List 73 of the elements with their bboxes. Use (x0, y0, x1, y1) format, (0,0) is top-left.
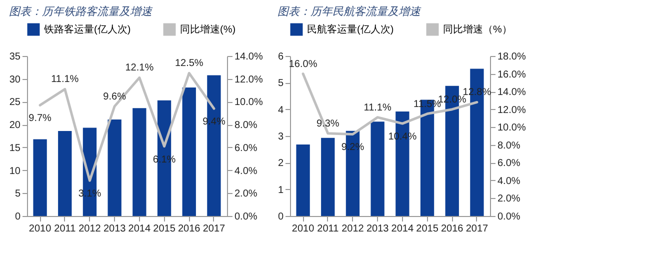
y-tick-label: 0 (14, 212, 21, 222)
bar (58, 130, 72, 216)
y-tick-label: 20 (9, 120, 21, 132)
data-label: 11.1% (51, 74, 79, 86)
x-tick-label: 2010 (28, 224, 52, 234)
bar (33, 139, 47, 216)
y-tick-label: 1 (278, 184, 284, 196)
bar (321, 138, 335, 216)
x-tick-label: 2012 (78, 224, 102, 234)
data-label: 10.4% (388, 132, 417, 143)
x-tick-label: 2015 (416, 224, 439, 234)
y2-tick-label: 18.0% (498, 52, 526, 62)
data-label: 11.1% (364, 102, 392, 114)
y-tick-label: 6 (278, 52, 284, 62)
legend-label: 同比增速（%） (443, 24, 512, 36)
bar (296, 144, 310, 216)
data-label: 16.0% (288, 58, 318, 70)
y2-tick-label: 2.0% (234, 188, 258, 200)
y-tick-label: 35 (9, 52, 21, 62)
y2-tick-label: 6.0% (234, 142, 258, 154)
y2-tick-label: 0.0% (498, 212, 520, 222)
y-tick-label: 0 (278, 212, 284, 222)
y2-tick-label: 0.0% (234, 212, 258, 222)
data-label: 12.5% (174, 58, 204, 70)
bar (182, 88, 196, 216)
y2-tick-label: 4.0% (498, 176, 520, 187)
y2-tick-label: 10.0% (498, 122, 526, 134)
legend-label: 同比增速(%) (180, 24, 236, 36)
y-tick-label: 15 (9, 142, 21, 154)
y-tick-label: 10 (9, 166, 21, 177)
data-label: 12.1% (125, 62, 154, 74)
chart-title: 图表：历年民航客流量及增速 (277, 5, 422, 18)
x-tick-label: 2016 (440, 224, 464, 234)
x-tick-label: 2011 (317, 224, 340, 234)
y2-tick-label: 12.0% (234, 74, 263, 86)
legend-label: 铁路客运量(亿人次) (43, 24, 131, 36)
data-label: 9.3% (316, 118, 340, 130)
y2-tick-label: 4.0% (234, 166, 258, 177)
y2-tick-label: 14.0% (234, 52, 263, 62)
y-tick-label: 3 (278, 132, 284, 142)
legend-label: 民航客运量(亿人次) (307, 24, 394, 36)
y-tick-label: 30 (9, 74, 21, 86)
y2-tick-label: 8.0% (234, 120, 258, 132)
bar (370, 122, 384, 216)
data-label: 11.5% (413, 98, 442, 110)
y-tick-label: 4 (278, 104, 284, 116)
x-tick-label: 2012 (342, 224, 364, 234)
y-tick-label: 5 (278, 78, 284, 90)
bar (132, 108, 146, 216)
y-tick-label: 2 (278, 158, 284, 170)
x-tick-label: 2013 (103, 224, 126, 234)
y2-tick-label: 10.0% (234, 97, 263, 108)
y2-tick-label: 6.0% (498, 158, 520, 170)
x-tick-label: 2015 (153, 224, 176, 234)
bar (108, 120, 122, 216)
y-tick-label: 25 (9, 97, 21, 108)
x-tick-label: 2014 (128, 224, 151, 234)
y2-tick-label: 16.0% (498, 69, 526, 80)
y2-tick-label: 2.0% (498, 194, 520, 205)
y2-tick-label: 8.0% (498, 140, 520, 152)
x-tick-label: 2011 (54, 224, 76, 234)
data-label: 9.6% (103, 91, 126, 102)
x-tick-label: 2014 (391, 224, 414, 234)
x-tick-label: 2017 (466, 224, 489, 234)
y2-tick-label: 14.0% (498, 87, 526, 98)
x-tick-label: 2016 (178, 224, 201, 234)
x-tick-label: 2010 (292, 224, 315, 234)
x-tick-label: 2017 (202, 224, 226, 234)
chart-title: 图表：历年铁路客流量及增速 (8, 5, 153, 18)
x-tick-label: 2013 (366, 224, 390, 234)
data-label: 9.7% (28, 113, 52, 124)
y2-tick-label: 12.0% (498, 104, 526, 116)
y-tick-label: 5 (14, 188, 21, 200)
